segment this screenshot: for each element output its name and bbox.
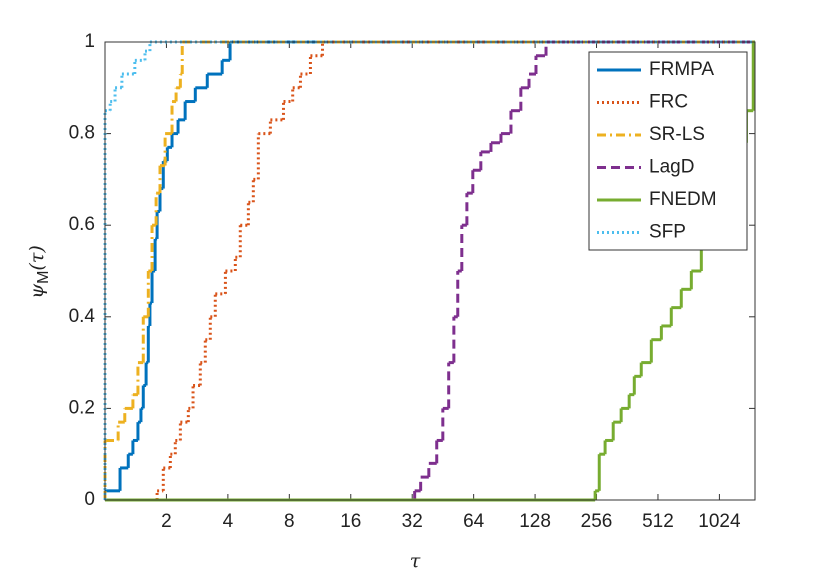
x-tick-label: 64 [463,511,485,532]
y-tick-label: 0.8 [69,123,95,144]
x-tick-label: 512 [642,511,674,532]
y-axis-label: ψM(τ) [26,245,52,299]
legend-label: FRMPA [649,59,714,80]
legend-label: FRC [649,92,688,113]
legend-box [588,51,748,251]
x-tick-label: 2 [161,511,172,532]
x-tick-label: 4 [223,511,234,532]
x-tick-label: 16 [340,511,361,532]
legend-label: SR-LS [649,124,705,145]
x-tick-label: 1024 [698,511,741,532]
x-tick-label: 256 [581,511,613,532]
y-tick-label: 0.6 [69,214,95,235]
y-label-base: ψ [26,283,48,299]
x-tick-label: 32 [402,511,423,532]
y-tick-label: 0.4 [69,306,96,327]
x-tick-label: 128 [519,511,551,532]
legend-label: LagD [649,157,694,178]
y-label-rest: (τ) [26,245,48,270]
x-axis-label: τ [410,550,421,572]
y-label-sub: M [35,271,52,284]
x-tick-label: 8 [284,511,295,532]
legend: FRMPA FRC SR-LS LagD FNEDM SFP [588,51,748,251]
y-tick-label: 1 [84,31,95,52]
legend-label: SFP [649,222,686,243]
plot-frame [104,41,756,501]
y-tick-label: 0 [84,489,95,510]
legend-label: FNEDM [649,189,717,210]
y-tick-label: 0.2 [69,397,95,418]
